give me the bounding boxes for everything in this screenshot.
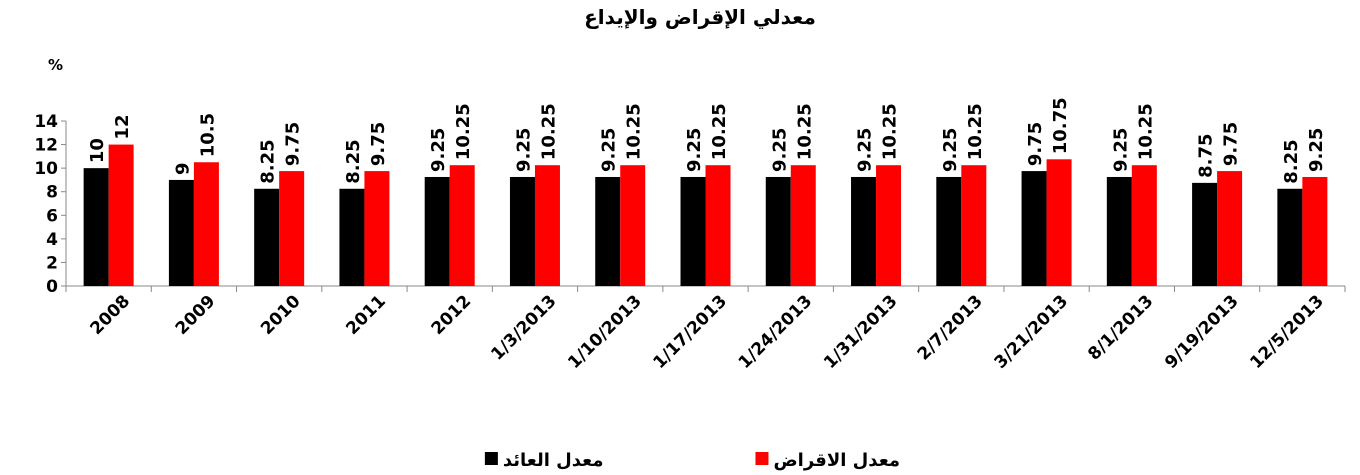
- bar: [339, 188, 365, 286]
- bar: [534, 165, 560, 286]
- value-label: 8.25: [343, 139, 364, 183]
- x-tick-label: 12/5/2013: [1246, 291, 1327, 372]
- value-label: 10.5: [197, 113, 218, 157]
- x-tick-label: 1/3/2013: [487, 291, 560, 364]
- bar: [1021, 171, 1047, 286]
- value-label: 9.25: [428, 128, 449, 172]
- x-tick-label: 9/19/2013: [1161, 291, 1242, 372]
- y-tick-label: 6: [46, 206, 58, 226]
- value-label: 9.25: [684, 128, 705, 172]
- y-tick-label: 0: [46, 277, 58, 297]
- value-label: 10.75: [1050, 97, 1071, 154]
- x-tick-label: 8/1/2013: [1084, 291, 1157, 364]
- value-label: 9.75: [368, 122, 389, 166]
- bar: [254, 188, 280, 286]
- x-tick-label: 1/10/2013: [564, 291, 645, 372]
- value-label: 9.25: [940, 128, 961, 172]
- value-label: 9.25: [769, 128, 790, 172]
- bar: [449, 165, 475, 286]
- value-label: 9.25: [855, 128, 876, 172]
- legend-swatch: [755, 452, 769, 465]
- bar: [1192, 182, 1218, 286]
- bar: [1217, 171, 1243, 286]
- value-label: 10: [87, 138, 108, 163]
- x-tick-label: 1/31/2013: [820, 291, 901, 372]
- bar: [961, 165, 987, 286]
- bar: [1302, 176, 1328, 286]
- bar: [1106, 176, 1132, 286]
- value-label: 8.25: [258, 139, 279, 183]
- y-tick-label: 12: [34, 136, 58, 156]
- value-label: 9.75: [1025, 122, 1046, 166]
- bar: [1277, 188, 1303, 286]
- legend-label: معدل الاقراض: [773, 450, 900, 471]
- x-tick-label: 2010: [257, 291, 305, 339]
- bar: [595, 176, 621, 286]
- legend-label: معدل العائد: [503, 450, 604, 471]
- bar: [168, 179, 194, 286]
- bar: [680, 176, 706, 286]
- value-label: 10.25: [538, 103, 559, 160]
- value-label: 9.25: [599, 128, 620, 172]
- bar: [851, 176, 877, 286]
- value-label: 10.25: [794, 103, 815, 160]
- y-tick-label: 2: [46, 253, 58, 273]
- value-label: 9: [172, 162, 193, 175]
- x-tick-label: 1/24/2013: [735, 291, 816, 372]
- bar: [790, 165, 816, 286]
- value-label: 10.25: [624, 103, 645, 160]
- x-tick-label: 3/21/2013: [991, 291, 1072, 372]
- value-label: 10.25: [1135, 103, 1156, 160]
- chart-title: معدلي الإقراض والإيداع: [584, 5, 816, 30]
- x-tick-label: 1/17/2013: [650, 291, 731, 372]
- bar: [876, 165, 902, 286]
- bar: [1131, 165, 1157, 286]
- legend-swatch: [484, 452, 498, 465]
- bar: [936, 176, 962, 286]
- bar: [424, 176, 450, 286]
- x-tick-label: 2009: [172, 291, 220, 339]
- value-label: 9.25: [1110, 128, 1131, 172]
- bar: [1046, 159, 1072, 286]
- x-tick-label: 2011: [342, 291, 390, 339]
- value-label: 9.25: [513, 128, 534, 172]
- y-axis-label: %: [48, 56, 63, 74]
- value-label: 10.25: [453, 103, 474, 160]
- x-tick-label: 2/7/2013: [914, 291, 987, 364]
- value-label: 9.75: [1221, 122, 1242, 166]
- bar: [193, 162, 219, 286]
- value-label: 10.25: [709, 103, 730, 160]
- value-label: 8.25: [1281, 139, 1302, 183]
- bar: [705, 165, 731, 286]
- y-tick-label: 4: [46, 230, 58, 250]
- y-tick-label: 8: [46, 183, 58, 203]
- value-label: 9.75: [283, 122, 304, 166]
- y-tick-label: 10: [34, 159, 58, 179]
- y-tick-label: 14: [34, 112, 58, 132]
- value-label: 9.25: [1306, 128, 1327, 172]
- x-tick-label: 2008: [87, 291, 135, 339]
- value-label: 12: [112, 115, 133, 140]
- value-label: 8.75: [1196, 133, 1217, 177]
- bar: [364, 171, 390, 286]
- x-tick-label: 2012: [428, 291, 476, 339]
- bar: [509, 176, 535, 286]
- bar: [620, 165, 646, 286]
- value-label: 10.25: [880, 103, 901, 160]
- bar: [108, 144, 134, 286]
- bar: [765, 176, 791, 286]
- bar: [83, 168, 109, 286]
- bar: [279, 171, 305, 286]
- value-label: 10.25: [965, 103, 986, 160]
